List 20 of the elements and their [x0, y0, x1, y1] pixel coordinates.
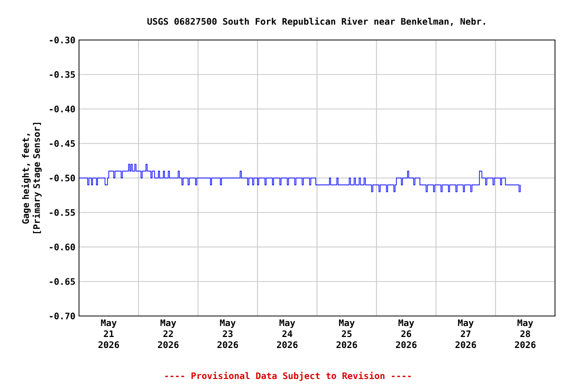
x-tick-label: May 22 2026	[158, 319, 179, 348]
x-tick-label: May 23 2026	[217, 319, 238, 348]
x-tick-label: May 26 2026	[396, 319, 417, 348]
y-tick-label: -0.65	[50, 278, 75, 285]
x-tick-label: May 25 2026	[336, 319, 358, 348]
y-tick-label: -0.35	[50, 71, 75, 78]
y-tick-label: -0.40	[50, 106, 75, 112]
y-axis-title: Gage height, feet, [Primary Stage Sensor]	[22, 122, 42, 234]
x-tick-label: May 28 2026	[514, 319, 536, 348]
y-tick-label: -0.30	[50, 36, 75, 44]
text: ---- Provisional Data Subject to Revision ----	[165, 372, 411, 381]
x-tick-label: May 21 2026	[98, 319, 120, 348]
chart-title: USGS 06827500 South Fork Republican River near Benkelman, Nebr.	[147, 17, 486, 26]
y-tick-label: -0.70	[50, 312, 75, 320]
y-tick-label: -0.60	[50, 244, 75, 250]
x-tick-label: May 24 2026	[276, 319, 298, 348]
y-tick-label: -0.45	[50, 140, 75, 147]
x-tick-label: May 27 2026	[455, 319, 476, 348]
y-tick-label: -0.50	[50, 174, 75, 182]
y-tick-label: -0.55	[50, 209, 75, 216]
